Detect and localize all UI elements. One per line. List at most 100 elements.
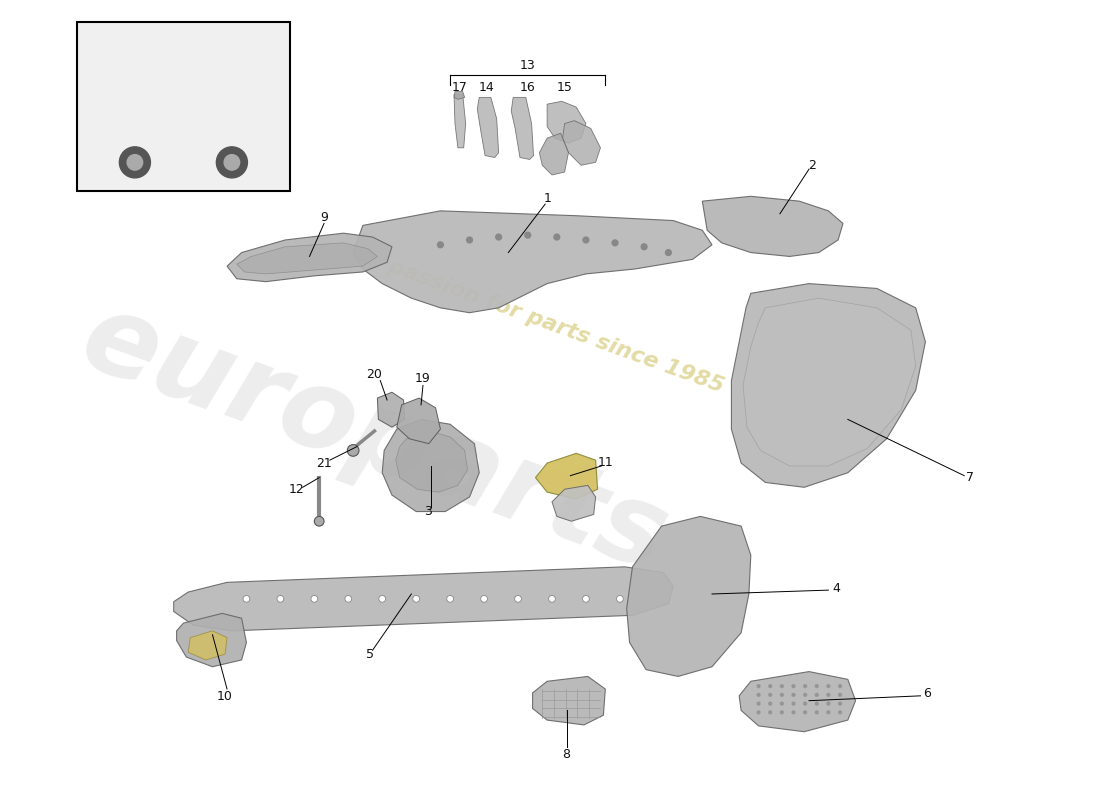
Circle shape	[120, 147, 151, 178]
Polygon shape	[188, 631, 227, 660]
Text: 9: 9	[320, 211, 328, 224]
Text: 6: 6	[923, 687, 932, 700]
Polygon shape	[174, 567, 673, 631]
Text: 10: 10	[217, 690, 233, 703]
Circle shape	[515, 595, 521, 602]
Bar	[77, 22, 290, 191]
Polygon shape	[532, 677, 605, 725]
Circle shape	[224, 154, 240, 170]
Text: 12: 12	[289, 482, 305, 496]
Text: 2: 2	[808, 158, 816, 172]
Polygon shape	[353, 211, 712, 313]
Text: 21: 21	[316, 457, 332, 470]
Circle shape	[769, 685, 772, 687]
Polygon shape	[744, 298, 915, 466]
Circle shape	[466, 237, 472, 243]
Circle shape	[804, 685, 806, 687]
Circle shape	[804, 702, 806, 705]
Circle shape	[583, 595, 590, 602]
Circle shape	[804, 694, 806, 696]
Circle shape	[757, 694, 760, 696]
Circle shape	[780, 702, 783, 705]
Circle shape	[666, 250, 671, 255]
Circle shape	[827, 694, 829, 696]
Circle shape	[838, 702, 842, 705]
Circle shape	[838, 694, 842, 696]
Polygon shape	[547, 102, 586, 143]
Polygon shape	[396, 431, 468, 492]
Polygon shape	[536, 454, 597, 499]
Polygon shape	[562, 121, 601, 166]
Circle shape	[554, 234, 560, 240]
Circle shape	[616, 595, 624, 602]
Text: 8: 8	[562, 747, 571, 761]
Polygon shape	[377, 392, 405, 427]
Text: 1: 1	[543, 192, 551, 205]
Circle shape	[827, 685, 829, 687]
Circle shape	[447, 595, 453, 602]
Circle shape	[612, 240, 618, 246]
Text: 17: 17	[452, 81, 468, 94]
Circle shape	[780, 711, 783, 714]
Text: 13: 13	[520, 59, 536, 72]
Circle shape	[525, 232, 530, 238]
Polygon shape	[130, 99, 251, 138]
Circle shape	[757, 685, 760, 687]
Circle shape	[345, 595, 352, 602]
Circle shape	[438, 242, 443, 248]
Polygon shape	[236, 243, 377, 274]
Circle shape	[412, 595, 419, 602]
Circle shape	[315, 516, 324, 526]
Polygon shape	[106, 121, 261, 164]
Circle shape	[757, 711, 760, 714]
Circle shape	[769, 702, 772, 705]
Polygon shape	[227, 233, 392, 282]
Circle shape	[815, 694, 818, 696]
Circle shape	[792, 702, 795, 705]
Polygon shape	[454, 91, 464, 99]
Circle shape	[217, 147, 248, 178]
Polygon shape	[382, 419, 480, 511]
Text: 19: 19	[415, 372, 431, 385]
Polygon shape	[552, 486, 595, 522]
Circle shape	[815, 711, 818, 714]
Text: 20: 20	[366, 368, 383, 382]
Circle shape	[804, 711, 806, 714]
Circle shape	[792, 685, 795, 687]
Circle shape	[496, 234, 502, 240]
Polygon shape	[512, 98, 534, 159]
Circle shape	[838, 685, 842, 687]
Polygon shape	[732, 284, 925, 487]
Text: 11: 11	[597, 455, 613, 469]
Circle shape	[277, 595, 284, 602]
Circle shape	[378, 595, 386, 602]
Circle shape	[641, 244, 647, 250]
Circle shape	[757, 702, 760, 705]
Circle shape	[827, 702, 829, 705]
Polygon shape	[177, 614, 246, 666]
Text: 3: 3	[424, 505, 432, 518]
Text: 5: 5	[365, 648, 374, 661]
Polygon shape	[208, 104, 246, 130]
Polygon shape	[397, 398, 440, 444]
Circle shape	[311, 595, 318, 602]
Circle shape	[838, 711, 842, 714]
Polygon shape	[454, 94, 465, 148]
Polygon shape	[140, 104, 184, 134]
Circle shape	[769, 711, 772, 714]
Circle shape	[481, 595, 487, 602]
Circle shape	[583, 237, 588, 243]
Polygon shape	[539, 134, 569, 175]
Circle shape	[549, 595, 556, 602]
Text: a passion for parts since 1985: a passion for parts since 1985	[364, 248, 726, 397]
Circle shape	[815, 685, 818, 687]
Circle shape	[769, 694, 772, 696]
Polygon shape	[702, 196, 843, 257]
Circle shape	[792, 694, 795, 696]
Polygon shape	[627, 516, 751, 677]
Text: 7: 7	[966, 471, 974, 484]
Circle shape	[815, 702, 818, 705]
Circle shape	[792, 711, 795, 714]
Polygon shape	[739, 671, 856, 732]
Circle shape	[128, 154, 143, 170]
